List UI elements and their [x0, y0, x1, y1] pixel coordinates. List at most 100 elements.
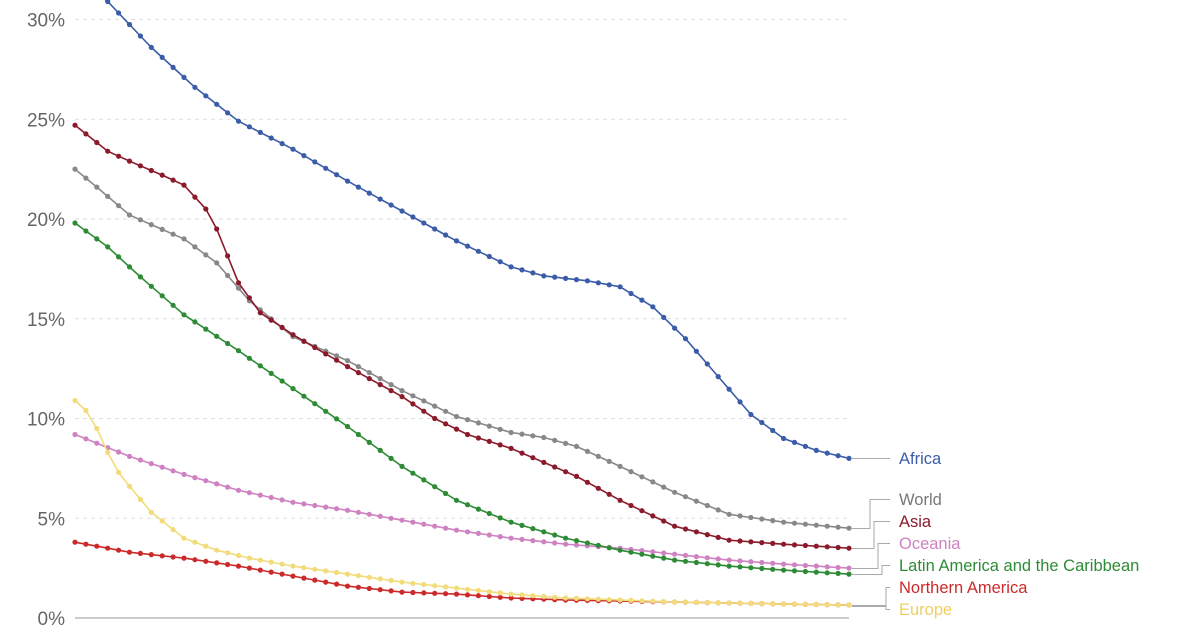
data-point — [257, 129, 263, 135]
data-point — [824, 450, 830, 456]
data-point — [475, 593, 481, 599]
data-point — [781, 519, 787, 525]
data-point — [486, 423, 492, 429]
data-point — [399, 463, 405, 469]
data-point — [704, 361, 710, 367]
data-point — [628, 597, 634, 604]
data-point — [344, 358, 351, 364]
series-label: Asia — [899, 513, 932, 531]
data-point — [573, 443, 580, 449]
data-point — [846, 602, 852, 608]
data-point — [399, 394, 405, 400]
data-point — [813, 601, 819, 608]
data-point — [312, 502, 318, 509]
data-point — [508, 595, 514, 601]
data-point — [344, 364, 351, 370]
data-point — [464, 529, 471, 535]
data-point — [94, 236, 100, 242]
data-point — [486, 532, 492, 538]
data-point — [301, 575, 307, 581]
data-point — [159, 464, 165, 470]
data-point — [617, 463, 623, 469]
data-point — [737, 564, 743, 570]
data-point — [650, 304, 656, 310]
data-point — [355, 431, 361, 438]
data-point — [726, 386, 732, 392]
series-line — [104, 0, 850, 460]
data-point — [704, 502, 710, 509]
data-point — [246, 565, 252, 571]
data-point — [72, 220, 78, 226]
data-point — [584, 448, 591, 454]
data-point — [791, 601, 798, 607]
data-point — [693, 559, 700, 566]
data-point — [595, 596, 601, 602]
data-point — [235, 285, 242, 291]
data-point — [257, 310, 263, 316]
data-point — [181, 471, 187, 477]
data-point — [268, 135, 274, 141]
data-point — [421, 220, 427, 226]
data-point — [748, 539, 754, 545]
data-point — [726, 563, 732, 569]
data-point — [781, 567, 787, 573]
data-point — [116, 203, 122, 209]
data-point — [606, 545, 612, 551]
data-point — [661, 550, 667, 556]
data-point — [486, 593, 492, 600]
data-point — [148, 552, 154, 558]
data-point — [83, 131, 89, 137]
data-point — [464, 431, 471, 438]
data-point — [650, 598, 656, 604]
data-point — [268, 317, 274, 323]
data-point — [126, 483, 133, 489]
data-point — [737, 558, 743, 564]
data-point — [791, 542, 798, 548]
data-point — [148, 44, 154, 51]
data-point — [573, 473, 580, 479]
data-point — [781, 541, 787, 547]
data-point — [116, 547, 122, 553]
data-point — [366, 376, 372, 382]
data-point — [105, 148, 111, 154]
data-point — [541, 459, 547, 465]
data-point — [410, 393, 416, 399]
data-point — [235, 552, 242, 559]
series-line — [74, 433, 850, 569]
data-point — [246, 490, 252, 496]
data-point — [693, 348, 700, 354]
data-point — [726, 600, 732, 606]
data-point — [257, 557, 263, 563]
data-point — [344, 583, 351, 589]
data-point — [497, 426, 503, 432]
data-point — [453, 238, 460, 244]
data-point — [323, 408, 329, 414]
data-point — [595, 280, 601, 286]
data-point — [312, 159, 318, 165]
data-point — [682, 336, 689, 342]
data-point — [802, 521, 809, 527]
data-point — [682, 558, 689, 564]
data-point — [519, 450, 525, 456]
label-leader-line — [852, 499, 890, 529]
data-point — [453, 426, 460, 432]
data-point — [399, 208, 405, 214]
data-point — [715, 374, 721, 380]
data-point — [323, 568, 329, 574]
label-leader-line — [852, 521, 890, 549]
data-point — [203, 326, 209, 332]
data-point — [715, 534, 721, 541]
data-point — [148, 461, 154, 467]
data-point — [214, 481, 220, 487]
data-point — [846, 565, 852, 571]
data-point — [508, 445, 514, 451]
data-point — [235, 118, 242, 124]
data-point — [148, 167, 154, 174]
data-point — [192, 557, 198, 563]
data-point — [617, 547, 623, 553]
data-point — [334, 581, 340, 587]
data-point — [453, 497, 460, 503]
data-point — [584, 278, 591, 284]
data-point — [813, 569, 819, 575]
data-point — [770, 601, 776, 607]
